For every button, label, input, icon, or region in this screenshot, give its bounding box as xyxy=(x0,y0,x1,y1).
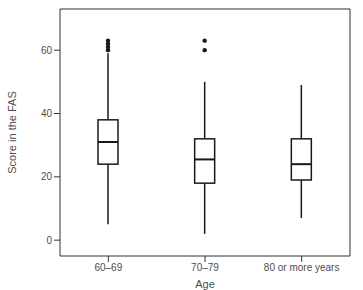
svg-text:40: 40 xyxy=(41,108,53,119)
svg-text:60–69: 60–69 xyxy=(94,262,122,273)
svg-text:80 or more years: 80 or more years xyxy=(264,262,340,273)
svg-text:20: 20 xyxy=(41,171,53,182)
svg-text:60: 60 xyxy=(41,45,53,56)
svg-text:Score in the FAS: Score in the FAS xyxy=(8,91,18,174)
svg-text:0: 0 xyxy=(46,235,52,246)
svg-text:Age: Age xyxy=(195,278,215,290)
svg-text:70–79: 70–79 xyxy=(191,262,219,273)
